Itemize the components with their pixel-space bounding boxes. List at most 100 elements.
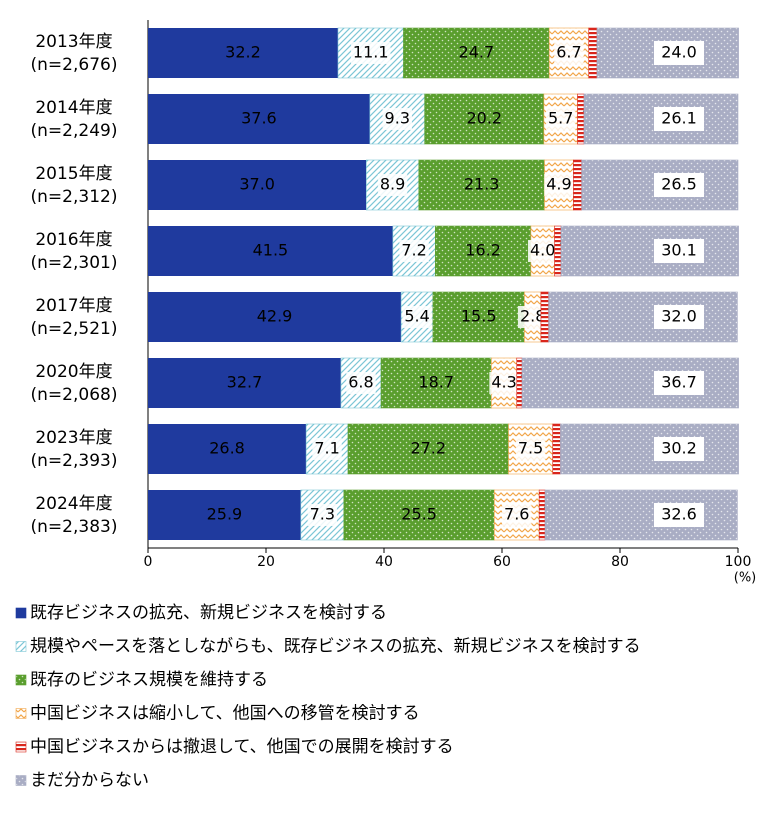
bar-segment <box>347 423 509 475</box>
x-tick-label: 100 <box>725 554 752 570</box>
value-label: 30.1 <box>661 241 697 260</box>
value-label: 8.9 <box>380 175 405 194</box>
bar-segment <box>148 424 307 474</box>
label-box <box>307 504 338 526</box>
legend-swatch <box>15 641 27 652</box>
label-box <box>377 174 408 196</box>
label-box <box>654 371 704 395</box>
value-label: 2.8 <box>520 307 545 326</box>
label-box <box>545 108 576 130</box>
value-label: 9.3 <box>385 109 410 128</box>
value-label: 32.7 <box>227 373 263 392</box>
legend-label: 規模やペースを落としながらも、既存ビジネスの拡充、新規ビジネスを検討する <box>30 637 641 657</box>
legend-swatch <box>15 741 27 753</box>
x-tick-label: 60 <box>493 554 511 570</box>
bar-segment <box>435 225 532 277</box>
label-box <box>654 437 704 461</box>
x-tick-label: 80 <box>611 554 629 570</box>
label-box <box>527 240 558 262</box>
value-label: 4.3 <box>491 373 516 392</box>
y-tick-label: 2017年度 <box>35 296 112 316</box>
label-box <box>654 107 704 131</box>
bar-segment <box>424 93 545 145</box>
sample-size-label: (n=2,393) <box>31 451 118 471</box>
bar-segment <box>148 160 367 210</box>
y-tick-label: 2014年度 <box>35 98 112 118</box>
bar-segment <box>560 423 739 475</box>
bar-segment <box>548 291 738 343</box>
value-label: 7.2 <box>401 241 426 260</box>
value-label: 26.5 <box>661 175 697 194</box>
value-label: 5.7 <box>548 109 573 128</box>
legend-label: 既存のビジネス規模を維持する <box>30 670 268 690</box>
bar-segment <box>540 291 549 343</box>
value-label: 41.5 <box>253 241 289 260</box>
sample-size-label: (n=2,068) <box>31 385 118 405</box>
value-label: 20.2 <box>466 109 502 128</box>
value-label: 15.5 <box>461 307 497 326</box>
value-label: 24.0 <box>661 43 697 62</box>
value-label: 7.3 <box>310 505 335 524</box>
label-box <box>654 239 704 263</box>
label-box <box>554 42 584 64</box>
value-label: 37.0 <box>239 175 275 194</box>
bar-segment <box>573 159 582 211</box>
label-box <box>312 438 342 460</box>
legend-label: 既存ビジネスの拡充、新規ビジネスを検討する <box>30 603 387 623</box>
x-tick-label: 20 <box>257 554 275 570</box>
sample-size-label: (n=2,312) <box>31 187 118 207</box>
value-label: 36.7 <box>661 373 697 392</box>
label-box <box>350 42 391 64</box>
bar-segment <box>538 489 546 541</box>
bar-segment <box>577 93 585 145</box>
y-tick-label: 2020年度 <box>35 362 112 382</box>
label-box <box>517 306 548 328</box>
bar-segment <box>544 489 738 541</box>
bar-segment <box>552 423 561 475</box>
y-tick-label: 2024年度 <box>35 494 112 514</box>
value-label: 7.5 <box>518 439 543 458</box>
legend-swatch <box>15 775 27 786</box>
value-label: 6.8 <box>348 373 373 392</box>
value-label: 4.9 <box>546 175 571 194</box>
bar-segment <box>148 292 402 342</box>
label-box <box>654 503 704 527</box>
value-label: 32.2 <box>225 43 261 62</box>
bar-segment <box>148 28 338 78</box>
label-box <box>544 174 574 196</box>
value-label: 37.6 <box>241 109 277 128</box>
x-tick-label: 40 <box>375 554 393 570</box>
legend-label: まだ分からない <box>30 771 149 791</box>
y-tick-label: 2013年度 <box>35 32 112 52</box>
sample-size-label: (n=2,249) <box>31 121 118 141</box>
bar-segment <box>588 27 598 79</box>
value-label: 24.7 <box>459 43 495 62</box>
bar-segment <box>521 357 739 409</box>
legend-label: 中国ビジネスからは撤退して、他国での展開を検討する <box>30 737 454 757</box>
value-label: 16.2 <box>465 241 501 260</box>
bar-segment <box>432 291 525 343</box>
label-box <box>489 372 519 394</box>
bar-segment <box>148 490 301 540</box>
value-label: 11.1 <box>353 43 389 62</box>
legend-label: 中国ビジネスは縮小して、他国への移管を検討する <box>30 704 420 724</box>
value-label: 32.0 <box>661 307 697 326</box>
value-label: 30.2 <box>661 439 697 458</box>
y-tick-label: 2016年度 <box>35 230 112 250</box>
value-label: 25.9 <box>207 505 243 524</box>
legend-swatch <box>15 708 27 719</box>
x-tick-label: 0 <box>144 554 153 570</box>
bar-segment <box>148 358 341 408</box>
value-label: 42.9 <box>257 307 293 326</box>
bar-segment <box>148 94 370 144</box>
label-box <box>399 240 429 262</box>
label-box <box>502 504 532 526</box>
sample-size-label: (n=2,676) <box>31 55 118 75</box>
label-box <box>402 306 432 328</box>
value-label: 6.7 <box>556 43 581 62</box>
sample-size-label: (n=2,301) <box>31 253 118 273</box>
label-box <box>515 438 546 460</box>
legend-swatch <box>15 607 27 619</box>
sample-size-label: (n=2,521) <box>31 319 118 339</box>
